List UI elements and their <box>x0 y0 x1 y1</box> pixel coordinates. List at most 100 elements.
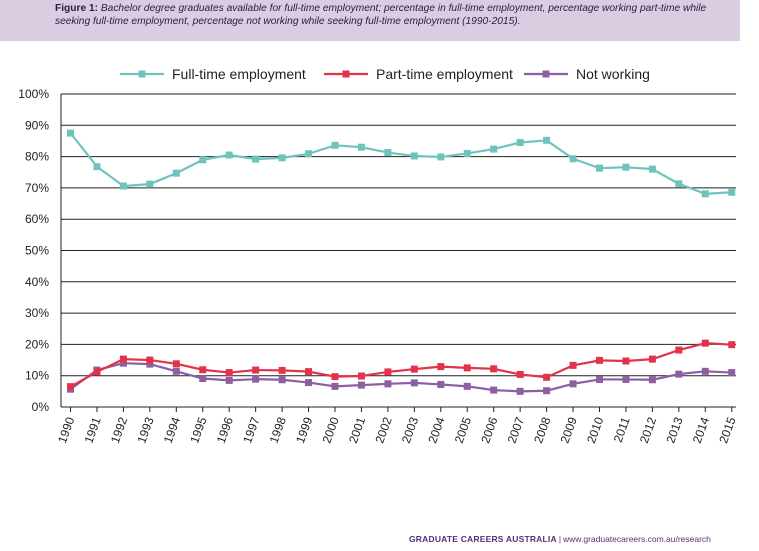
data-point <box>490 365 498 373</box>
data-point <box>622 357 630 365</box>
data-point <box>410 365 418 373</box>
footer-org: GRADUATE CAREERS AUSTRALIA <box>409 534 557 544</box>
x-tick-label: 1994 <box>161 415 183 445</box>
data-point <box>146 360 154 368</box>
x-tick-label: 1991 <box>81 415 103 445</box>
y-tick-label: 70% <box>25 181 49 195</box>
x-tick-label: 1992 <box>108 415 130 445</box>
y-tick-label: 20% <box>25 337 49 351</box>
data-point <box>172 367 180 375</box>
x-tick-label: 1990 <box>55 415 77 445</box>
data-point <box>305 150 313 158</box>
y-tick-label: 90% <box>25 118 49 132</box>
data-point <box>252 366 260 374</box>
x-tick-label: 2010 <box>584 415 606 445</box>
data-point <box>357 143 365 151</box>
x-tick-label: 1999 <box>293 415 315 445</box>
legend-label: Full-time employment <box>172 66 306 82</box>
data-point <box>648 376 656 384</box>
data-point <box>675 370 683 378</box>
data-point <box>93 163 101 171</box>
data-point <box>225 376 233 384</box>
data-point <box>596 356 603 364</box>
data-point <box>225 151 233 159</box>
data-point <box>357 372 365 380</box>
y-tick-label: 10% <box>25 369 49 383</box>
data-point <box>728 341 736 349</box>
y-tick-label: 80% <box>25 150 49 164</box>
data-point <box>199 156 207 164</box>
y-tick-label: 0% <box>32 400 50 414</box>
data-point <box>146 180 154 188</box>
series-line <box>69 342 732 388</box>
x-tick-label: 1998 <box>267 415 289 445</box>
x-tick-label: 2002 <box>372 415 394 445</box>
x-tick-label: 2009 <box>558 415 580 445</box>
data-point <box>463 382 471 390</box>
x-tick-label: 2000 <box>320 415 342 445</box>
data-point <box>278 366 286 374</box>
data-point <box>569 155 577 163</box>
data-point <box>516 370 524 378</box>
y-tick-label: 100% <box>18 87 49 101</box>
x-tick-label: 2003 <box>399 415 421 445</box>
data-point <box>622 163 630 171</box>
data-point <box>569 380 577 388</box>
data-point <box>490 386 498 394</box>
data-point <box>119 355 127 363</box>
data-point <box>331 373 339 381</box>
data-point <box>516 387 524 395</box>
data-point <box>516 139 524 147</box>
x-tick-label: 2006 <box>478 415 500 445</box>
legend-swatch-marker <box>342 70 350 78</box>
x-tick-label: 2015 <box>716 415 738 445</box>
x-tick-label: 1997 <box>240 415 262 445</box>
data-point <box>728 369 736 377</box>
data-point <box>305 379 313 387</box>
x-tick-label: 2004 <box>425 415 447 445</box>
data-point <box>357 381 365 389</box>
data-point <box>701 367 709 375</box>
x-tick-label: 2001 <box>346 415 368 445</box>
data-point <box>331 382 339 390</box>
data-point <box>622 375 630 383</box>
series-line <box>69 132 732 195</box>
x-tick-label: 1995 <box>187 415 209 445</box>
data-point <box>543 373 551 381</box>
data-point <box>701 339 709 347</box>
data-point <box>278 154 286 162</box>
data-point <box>437 153 445 161</box>
x-tick-label: 2011 <box>611 415 633 444</box>
x-tick-label: 1996 <box>214 415 236 445</box>
data-point <box>437 380 445 388</box>
data-point <box>410 152 418 160</box>
data-point <box>384 380 392 388</box>
data-point <box>728 188 736 196</box>
data-point <box>199 375 207 383</box>
data-point <box>490 145 498 153</box>
x-tick-label: 2005 <box>452 415 474 445</box>
data-point <box>463 149 471 157</box>
x-tick-label: 2014 <box>690 415 712 445</box>
data-point <box>252 375 260 383</box>
footer-url[interactable]: www.graduatecareers.com.au/research <box>563 534 711 544</box>
x-tick-label: 2008 <box>531 415 553 445</box>
data-point <box>437 363 445 371</box>
data-point <box>701 190 709 198</box>
y-tick-label: 50% <box>25 244 49 258</box>
data-point <box>172 169 180 177</box>
data-point <box>252 155 260 163</box>
data-point <box>67 129 74 137</box>
y-tick-label: 30% <box>25 306 49 320</box>
y-tick-label: 40% <box>25 275 49 289</box>
data-point <box>119 359 127 367</box>
data-point <box>463 364 471 372</box>
data-point <box>596 164 603 172</box>
y-tick-label: 60% <box>25 212 49 226</box>
data-point <box>199 366 207 374</box>
data-point <box>278 376 286 384</box>
data-point <box>648 355 656 363</box>
data-point <box>569 361 577 369</box>
data-point <box>543 387 551 395</box>
